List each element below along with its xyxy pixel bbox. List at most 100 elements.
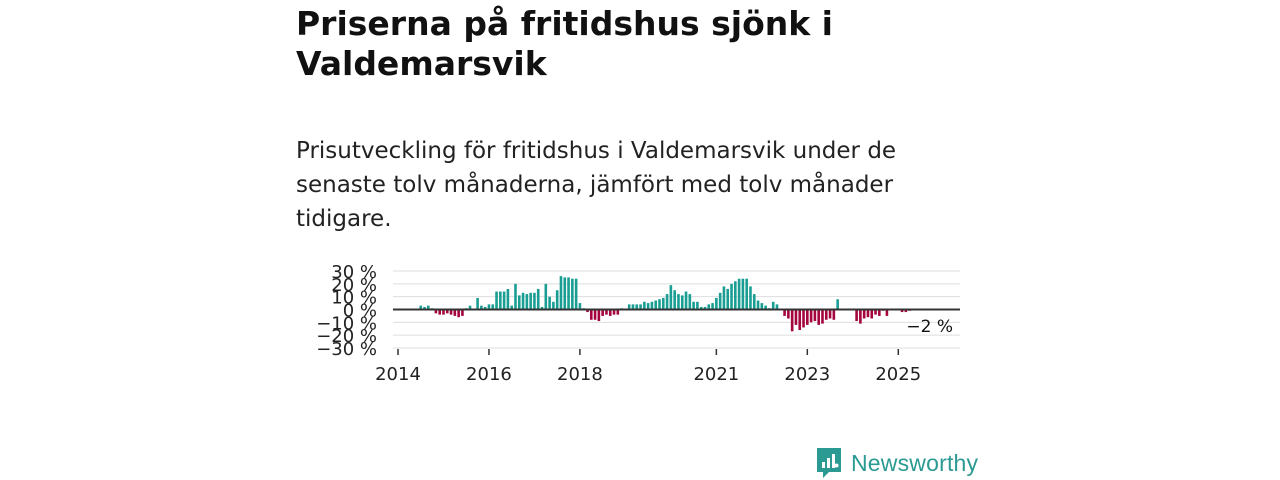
bar [419, 305, 423, 310]
bar [487, 304, 491, 310]
brand-name: Newsworthy [851, 449, 979, 476]
bar [635, 304, 639, 310]
bar [646, 303, 650, 310]
bar [764, 305, 767, 310]
bar [809, 309, 813, 323]
bar [802, 309, 805, 328]
bar [445, 309, 449, 314]
y-tick-label: 0 % [343, 301, 377, 322]
bar [874, 309, 877, 315]
bar [559, 276, 563, 310]
bar [506, 288, 510, 310]
bar [529, 292, 532, 310]
bar [605, 309, 608, 315]
bar [783, 309, 786, 316]
bar [563, 277, 567, 310]
bar [525, 294, 529, 310]
bar [824, 309, 828, 320]
bar [480, 305, 483, 310]
bar [688, 294, 692, 310]
bar [540, 306, 544, 310]
x-tick-label: 2016 [466, 364, 512, 385]
bar [586, 309, 589, 313]
x-tick-label: 2025 [875, 364, 921, 385]
bar [669, 285, 673, 310]
bar [423, 306, 426, 310]
bar [699, 306, 703, 310]
y-tick-label: −20 % [316, 326, 377, 347]
x-tick-label: 2023 [784, 364, 830, 385]
bar [555, 290, 559, 310]
bar [608, 309, 612, 316]
bar [794, 309, 798, 325]
bar [491, 304, 495, 310]
bar [828, 309, 832, 319]
bars [419, 276, 911, 332]
bar [692, 301, 695, 310]
bar [904, 309, 908, 313]
bar [457, 309, 460, 318]
bar [813, 309, 817, 322]
x-tick-label: 2018 [557, 364, 603, 385]
bar [684, 291, 688, 310]
bar [495, 291, 498, 310]
bar [771, 301, 775, 310]
bar [612, 309, 616, 315]
bar [673, 290, 676, 310]
bar [730, 283, 733, 310]
chart-subtitle: Prisutveckling för fritidshus i Valdemar… [296, 138, 897, 232]
bar [631, 304, 635, 310]
bar [665, 294, 669, 310]
bar [453, 309, 457, 316]
bar [654, 300, 658, 310]
x-tick-label: 2014 [375, 364, 421, 385]
bar [707, 304, 711, 310]
bar [658, 299, 661, 310]
bar [741, 278, 745, 310]
bar [718, 292, 722, 310]
bar [597, 309, 601, 322]
bar [548, 296, 551, 310]
bar [533, 292, 536, 310]
brand-logo: Newsworthy [815, 446, 978, 480]
bar [862, 309, 866, 319]
bar [499, 291, 502, 310]
bar [434, 309, 438, 314]
bar [574, 278, 578, 310]
bar [616, 309, 620, 315]
bar [544, 283, 548, 310]
bar [859, 309, 862, 324]
bar [552, 301, 555, 310]
bar [502, 291, 506, 310]
bar [866, 309, 870, 318]
bar [870, 309, 874, 319]
bar [703, 306, 707, 310]
y-tick-label: −30 % [316, 339, 377, 360]
bar [760, 303, 764, 310]
bar [855, 309, 858, 322]
bar [775, 304, 779, 310]
bar [521, 292, 525, 310]
bar [900, 309, 904, 313]
bar [817, 309, 820, 325]
bar [589, 309, 593, 320]
bar [715, 297, 718, 310]
bar [643, 301, 646, 310]
bar [536, 288, 540, 310]
bar [711, 303, 714, 310]
x-tick-label: 2021 [693, 364, 739, 385]
bar [442, 309, 445, 315]
bar [438, 309, 441, 315]
bar [627, 304, 631, 310]
bar [790, 309, 794, 332]
bar [821, 309, 824, 324]
last-value-label: −2 % [906, 317, 953, 337]
bar [662, 297, 665, 310]
bar [737, 278, 741, 310]
gridlines [393, 270, 960, 349]
bar [639, 304, 642, 310]
bar [567, 277, 570, 310]
y-tick-label: 30 % [331, 262, 377, 283]
bar [514, 283, 517, 310]
